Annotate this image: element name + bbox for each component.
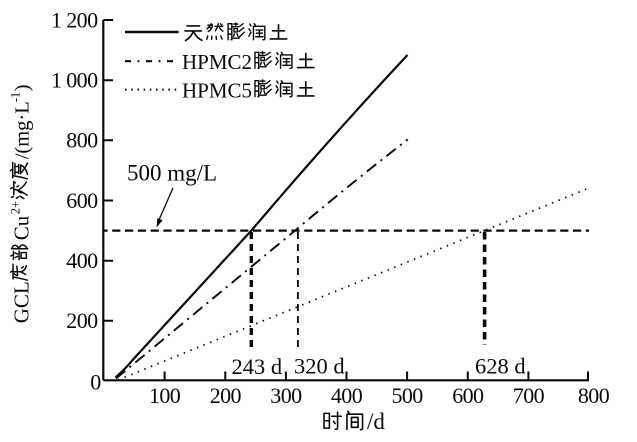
svg-text:400: 400 (331, 383, 363, 408)
svg-text:Cu: Cu (10, 215, 34, 240)
svg-text:700: 700 (513, 383, 545, 408)
svg-text:600: 600 (452, 383, 484, 408)
svg-text:HPMC5: HPMC5 (182, 78, 252, 102)
svg-text:1 000: 1 000 (51, 68, 98, 93)
svg-text:200: 200 (66, 308, 98, 333)
svg-text:628 d: 628 d (475, 354, 526, 379)
svg-text:GCL: GCL (10, 281, 34, 323)
svg-text:/d: /d (367, 409, 385, 434)
svg-text:): ) (12, 84, 34, 91)
svg-text:2+: 2+ (9, 201, 23, 214)
svg-text:800: 800 (66, 128, 98, 153)
svg-text:600: 600 (66, 188, 98, 213)
svg-text:400: 400 (66, 248, 98, 273)
svg-text:243 d: 243 d (232, 354, 283, 379)
svg-text:500 mg/L: 500 mg/L (127, 161, 217, 186)
svg-text:200: 200 (210, 383, 242, 408)
svg-text:1 200: 1 200 (51, 7, 98, 32)
svg-text:100: 100 (149, 383, 181, 408)
svg-text:500: 500 (391, 383, 423, 408)
svg-text:-1: -1 (9, 92, 23, 102)
svg-text:0: 0 (90, 369, 101, 394)
svg-text:320 d: 320 d (294, 353, 345, 378)
svg-text:HPMC2: HPMC2 (182, 50, 252, 74)
svg-text:/(mg·L: /(mg·L (12, 101, 34, 159)
svg-text:300: 300 (270, 383, 302, 408)
svg-text:800: 800 (578, 383, 610, 408)
